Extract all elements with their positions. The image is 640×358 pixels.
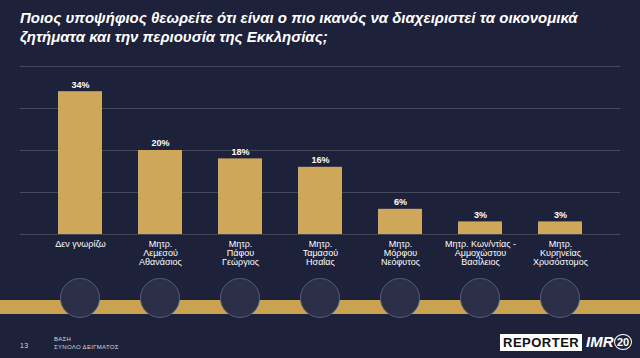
html-text:IMR 20: IMR 20 [586,333,630,350]
svg-text:6%: 6% [394,197,407,207]
html-text:13: 13 [20,342,29,349]
svg-text:16%: 16% [311,155,329,165]
svg-text:20%: 20% [151,138,169,148]
html-text:Ποιος υποψήφιος θεωρείτε ότι ε: Ποιος υποψήφιος θεωρείτε ότι είναι ο πιο… [20,9,578,45]
svg-text:Μητρ.ΚυρηνείαςΧρυσόστομος: Μητρ.ΚυρηνείαςΧρυσόστομος [533,239,589,267]
svg-text:Μητρ.ΤαμασούΗσαΐας: Μητρ.ΤαμασούΗσαΐας [303,239,339,267]
svg-text:Μητρ. Κων/ντίας -ΑμμοχώστουΒασ: Μητρ. Κων/ντίας -ΑμμοχώστουΒασίλειος [445,239,516,267]
html-text:ΒΑΣΗ: ΒΑΣΗ [54,336,72,342]
svg-text:18%: 18% [231,147,249,157]
html-text:REPORTER: REPORTER [503,335,580,350]
svg-text:3%: 3% [554,210,567,220]
svg-text:Μητρ.ΛεμεσούΑθανάσιος: Μητρ.ΛεμεσούΑθανάσιος [139,239,182,267]
svg-text:Μητρ.ΜόρφουΝεόφυτος: Μητρ.ΜόρφουΝεόφυτος [381,239,421,267]
svg-text:Δεν γνωρίζω: Δεν γνωρίζω [55,239,106,249]
svg-text:3%: 3% [474,210,487,220]
svg-text:34%: 34% [71,80,89,90]
html-text:ΣΥΝΟΛΟ ΔΕΙΓΜΑΤΟΣ: ΣΥΝΟΛΟ ΔΕΙΓΜΑΤΟΣ [54,344,119,350]
svg-text:Μητρ.ΠάφουΓεώργιος: Μητρ.ΠάφουΓεώργιος [222,239,260,267]
